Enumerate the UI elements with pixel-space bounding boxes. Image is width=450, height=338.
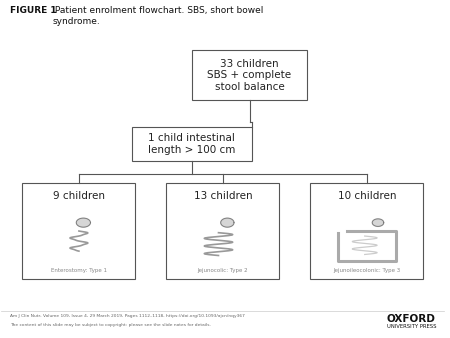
Text: 9 children: 9 children: [53, 191, 105, 201]
FancyBboxPatch shape: [22, 183, 135, 279]
FancyBboxPatch shape: [166, 183, 279, 279]
Text: Am J Clin Nutr, Volume 109, Issue 4, 29 March 2019, Pages 1112–1118, https://doi: Am J Clin Nutr, Volume 109, Issue 4, 29 …: [10, 314, 245, 318]
Text: 33 children
SBS + complete
stool balance: 33 children SBS + complete stool balance: [207, 58, 292, 92]
Text: 10 children: 10 children: [338, 191, 396, 201]
FancyBboxPatch shape: [192, 50, 307, 100]
Text: Jejunoileocolonic: Type 3: Jejunoileocolonic: Type 3: [333, 268, 400, 273]
Text: 1 child intestinal
length > 100 cm: 1 child intestinal length > 100 cm: [148, 133, 236, 155]
Text: OXFORD: OXFORD: [387, 314, 436, 324]
FancyBboxPatch shape: [310, 183, 423, 279]
Text: Jejunocolic: Type 2: Jejunocolic: Type 2: [198, 268, 248, 273]
Text: The content of this slide may be subject to copyright: please see the slide note: The content of this slide may be subject…: [10, 322, 211, 327]
Text: UNIVERSITY PRESS: UNIVERSITY PRESS: [387, 324, 436, 329]
Text: 13 children: 13 children: [194, 191, 252, 201]
Polygon shape: [372, 219, 384, 226]
Text: FIGURE 1: FIGURE 1: [10, 6, 57, 16]
Polygon shape: [221, 218, 234, 227]
FancyBboxPatch shape: [132, 127, 252, 161]
Text: Patient enrolment flowchart. SBS, short bowel
syndrome.: Patient enrolment flowchart. SBS, short …: [52, 6, 264, 26]
Polygon shape: [76, 218, 90, 227]
Text: Enterostomy: Type 1: Enterostomy: Type 1: [51, 268, 107, 273]
